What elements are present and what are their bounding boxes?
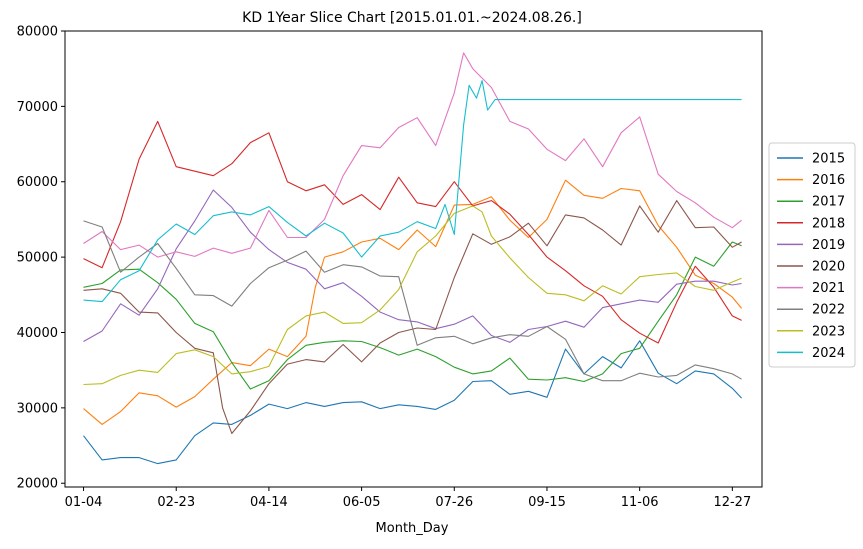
legend-label-2021: 2021: [812, 281, 845, 296]
y-tick-label: 80000: [17, 25, 58, 40]
series-line-2017: [83, 241, 742, 390]
series-line-2024: [83, 80, 742, 303]
x-tick-label: 04-14: [250, 495, 288, 510]
x-tick-label: 02-23: [157, 495, 195, 510]
series-line-2020: [83, 200, 742, 435]
legend-box: [768, 142, 856, 368]
legend-label-2015: 2015: [812, 152, 845, 167]
legend-label-2022: 2022: [812, 303, 845, 318]
y-tick-label: 60000: [17, 175, 58, 190]
y-tick-label: 70000: [17, 100, 58, 115]
chart-title: KD 1Year Slice Chart [2015.01.01.~2024.0…: [242, 10, 582, 26]
legend-label-2017: 2017: [812, 195, 845, 210]
y-tick-label: 30000: [17, 401, 58, 416]
legend: 2015 2016 2017 2018 2019 2020 2021 2022 2023 2024: [768, 142, 856, 368]
series-line-2019: [83, 189, 742, 343]
x-tick-label: 12-27: [713, 495, 751, 510]
series-line-2015: [83, 340, 742, 465]
y-tick-label: 50000: [17, 251, 58, 266]
series-line-2022: [83, 220, 742, 382]
plot-area: [83, 52, 743, 465]
x-tick-label: 09-15: [528, 495, 566, 510]
series-line-2016: [83, 179, 743, 425]
x-tick-label: 01-04: [65, 495, 103, 510]
legend-label-2024: 2024: [812, 346, 845, 361]
x-tick-label: 06-05: [343, 495, 381, 510]
y-tick-label: 20000: [17, 477, 58, 492]
x-tick-label: 07-26: [435, 495, 473, 510]
series-line-2021: [83, 52, 742, 258]
legend-label-2019: 2019: [812, 238, 845, 253]
x-axis-label: Month_Day: [376, 521, 449, 536]
x-axis: 01-04 02-23 04-14 06-05 07-26 09-15 11-06 12-27: [65, 487, 751, 510]
series-line-2023: [83, 205, 742, 386]
legend-label-2023: 2023: [812, 324, 845, 339]
x-tick-label: 11-06: [621, 495, 659, 510]
plot-frame: [64, 30, 763, 488]
y-tick-label: 40000: [17, 326, 58, 341]
legend-label-2020: 2020: [812, 260, 845, 275]
series-line-2018: [83, 120, 742, 344]
legend-label-2016: 2016: [812, 173, 845, 188]
y-axis: 20000 30000 40000 50000 60000 70000 80000: [17, 25, 65, 492]
legend-label-2018: 2018: [812, 216, 845, 231]
